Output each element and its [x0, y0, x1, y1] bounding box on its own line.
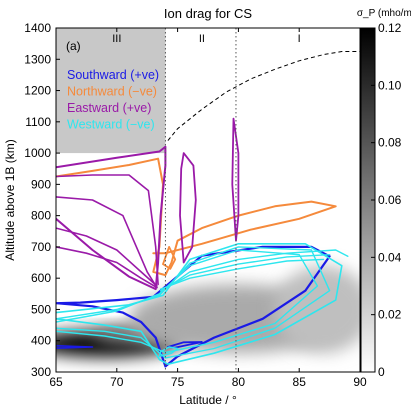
contour-westward-17: [159, 258, 325, 290]
contour-eastward-11: [231, 117, 240, 242]
contour-northward-3: [56, 157, 337, 277]
colorbar-tick-label-6: 0.12: [378, 21, 402, 35]
x-tick-label-2: 75: [171, 375, 185, 389]
colorbar-tick-label-2: 0.04: [378, 250, 402, 264]
contour-eastward-9: [56, 174, 159, 286]
contour-eastward-5: [56, 145, 167, 291]
y-tick-label-5: 800: [31, 209, 51, 223]
contour-westward-13: [56, 246, 331, 359]
contour-lines: [56, 117, 349, 368]
contour-westward-12: [56, 243, 343, 365]
y-tick-label-2: 500: [31, 302, 51, 316]
colorbar-tick-label-1: 0.02: [378, 308, 402, 322]
colorbar-tick-label-3: 0.06: [378, 193, 402, 207]
colorbar-tick-label-0: 0: [378, 365, 385, 379]
contour-eastward-7: [56, 227, 158, 287]
contour-westward-18: [158, 346, 179, 358]
chart-title: Ion drag for CS: [164, 6, 252, 21]
legend-entry-0: Southward (+ve): [67, 68, 159, 82]
shaded-region: [56, 28, 166, 154]
region-label-1: II: [199, 33, 205, 45]
contour-westward-15: [159, 249, 349, 293]
dashed-boundary: [167, 51, 360, 141]
panel-label: (a): [66, 39, 81, 53]
region-boundaries: [164, 28, 237, 372]
x-axis: 65 70 75 80 85 90: [49, 28, 367, 389]
contour-eastward-8: [56, 246, 158, 289]
y-tick-label-10: 1300: [24, 52, 51, 66]
x-tick-label-1: 70: [110, 375, 124, 389]
x-axis-label: Latitude / °: [179, 393, 237, 407]
colorbar: σ_P (mho/m) 0 0.02 0.04 0.06 0.08 0.10 0.12: [357, 8, 411, 379]
contour-westward-14: [56, 249, 319, 354]
legend-entry-1: Northward (−ve): [67, 85, 157, 99]
y-tick-label-11: 1400: [24, 21, 51, 35]
colorbar-tick-label-5: 0.10: [378, 78, 402, 92]
plot-frame: [55, 27, 361, 373]
y-tick-label-9: 1200: [24, 84, 51, 98]
y-tick-label-0: 300: [31, 365, 51, 379]
legend-entry-3: Westward (−ve): [67, 118, 155, 132]
x-tick-label-4: 85: [293, 375, 307, 389]
y-tick-label-4: 700: [31, 240, 51, 254]
x-tick-label-3: 80: [232, 375, 246, 389]
y-tick-label-3: 600: [31, 271, 51, 285]
y-tick-label-6: 900: [31, 177, 51, 191]
legend: Southward (+ve) Northward (−ve) Eastward (…: [67, 68, 159, 132]
contour-westward-16: [159, 254, 331, 292]
x-tick-label-5: 90: [353, 375, 367, 389]
contour-southward-2: [56, 344, 94, 349]
legend-entry-2: Eastward (+ve): [67, 101, 151, 115]
y-tick-label-7: 1000: [24, 146, 51, 160]
colorbar-label: σ_P (mho/m): [357, 8, 411, 19]
region-labels: III II I: [112, 33, 301, 45]
region-label-0: III: [112, 33, 121, 45]
contour-eastward-10: [179, 152, 197, 264]
colorbar-ticks: 0 0.02 0.04 0.06 0.08 0.10 0.12: [371, 21, 402, 379]
y-tick-label-8: 1100: [25, 115, 51, 129]
contour-eastward-6: [56, 196, 158, 289]
region-label-2: I: [298, 33, 301, 45]
y-axis: 300 400 500 600 700 800 900 1000 1100 1200 1300 140…: [24, 21, 60, 379]
y-tick-label-1: 400: [31, 334, 51, 348]
y-axis-label: Altitude above 1B (km): [3, 139, 17, 260]
contour-southward-0: [56, 245, 331, 368]
colorbar-tick-label-4: 0.08: [378, 136, 402, 150]
x-tick-label-0: 65: [49, 375, 63, 389]
plot-area: [56, 28, 360, 372]
contour-northward-4: [162, 246, 177, 270]
